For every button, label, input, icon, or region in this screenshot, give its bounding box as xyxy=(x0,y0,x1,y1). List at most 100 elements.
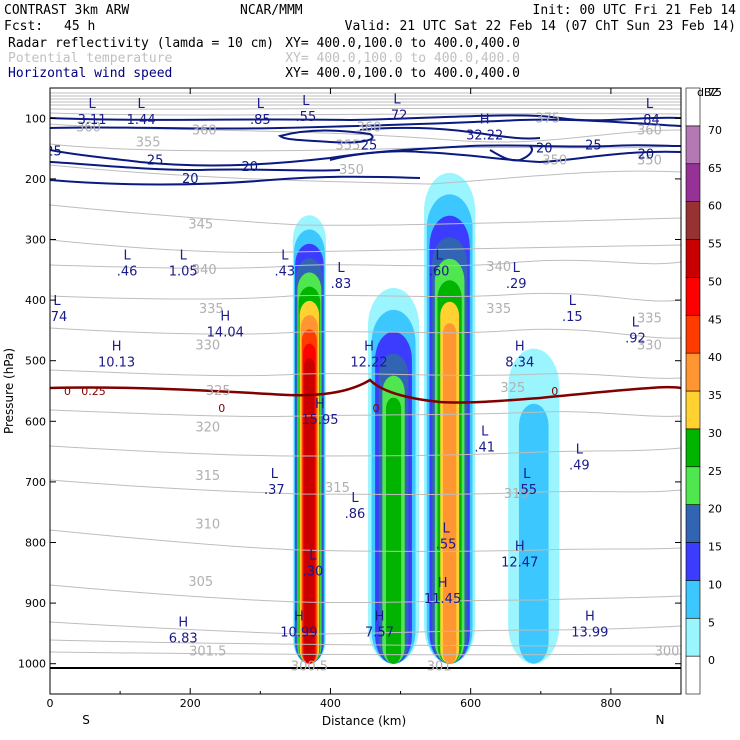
wind-contour-label: 25 xyxy=(147,154,164,169)
y-tick-label: 500 xyxy=(25,355,46,368)
extremum-value: 32.22 xyxy=(466,128,503,143)
extremum-type: L xyxy=(337,261,345,276)
extremum-value: 1.05 xyxy=(169,265,198,280)
extremum-type: L xyxy=(576,443,584,458)
zero-contour-label: 0 xyxy=(551,385,558,398)
theta-contours xyxy=(50,92,681,656)
reflectivity-band xyxy=(304,357,315,664)
extremum-type: L xyxy=(257,97,265,112)
extremum-type: L xyxy=(88,97,96,112)
y-tick-label: 600 xyxy=(25,415,46,428)
extremum-type: L xyxy=(53,294,61,309)
extremum-type: L xyxy=(523,467,531,482)
colorbar-swatch xyxy=(685,314,701,354)
axes: 0 200 400 600 800100200300400500600700800900… xyxy=(18,88,681,710)
theta-line xyxy=(50,327,681,339)
theta-line xyxy=(50,107,681,110)
extremum-value: .74 xyxy=(47,310,68,325)
zero-contour-label: 0.25 xyxy=(81,385,106,398)
theta-contour-label: 335 xyxy=(199,302,224,317)
colorbar-level-label: 65 xyxy=(708,162,722,175)
wind-contour-line xyxy=(419,150,681,164)
colorbar-swatch xyxy=(685,87,701,127)
theta-contour-label: 350 xyxy=(339,163,364,178)
extremum-value: .83 xyxy=(331,277,352,292)
field-name-wind: Horizontal wind speed xyxy=(8,66,172,81)
extremum-value: .29 xyxy=(506,277,527,292)
x-tick-label: 0 xyxy=(47,697,54,710)
field-xy-theta: XY= 400.0,100.0 to 400.0,400.0 xyxy=(285,51,520,66)
colorbar-swatch xyxy=(685,504,701,543)
zero-labels: 0 0.25 0 0 0 xyxy=(64,385,558,415)
extremum-type: H xyxy=(585,609,595,624)
reflectivity-band xyxy=(518,403,549,664)
extremum-type: H xyxy=(364,340,374,355)
extremum-type: L xyxy=(646,97,654,112)
colorbar-level-label: 0 xyxy=(708,654,715,667)
zero-contour-label: 0 xyxy=(64,385,71,398)
theta-contour-label: 345 xyxy=(188,217,213,232)
x-tick-label: 600 xyxy=(460,697,481,710)
header: CONTRAST 3km ARW NCAR/MMM Init: 00 UTC F… xyxy=(4,3,736,81)
extremum-type: H xyxy=(315,397,325,412)
y-tick-label: 300 xyxy=(25,234,46,247)
theta-line xyxy=(50,239,681,253)
theta-contour-label: 305 xyxy=(188,575,213,590)
extremum-value: .72 xyxy=(387,108,408,123)
y-axis-label: Pressure (hPa) xyxy=(2,348,16,434)
extremum-value: .55 xyxy=(516,483,537,498)
extremum-value: .55 xyxy=(436,537,457,552)
colorbar-swatch xyxy=(685,277,701,316)
theta-line xyxy=(50,164,681,185)
extremum-type: L xyxy=(513,261,521,276)
theta-line xyxy=(50,584,681,604)
theta-contour-label: 330 xyxy=(195,339,220,354)
y-tick-label: 100 xyxy=(25,112,46,125)
theta-line xyxy=(50,445,681,457)
model-title: CONTRAST 3km ARW xyxy=(4,3,129,18)
extremum-value: 10.13 xyxy=(98,356,135,371)
extremum-value: 12.47 xyxy=(501,556,538,571)
theta-line xyxy=(50,369,681,379)
colorbar-swatch xyxy=(685,201,701,240)
colorbar-level-label: 10 xyxy=(708,578,722,591)
x-tick-label: 800 xyxy=(600,697,621,710)
wind-contours xyxy=(50,114,681,186)
colorbar-level-label: 50 xyxy=(708,275,722,288)
wind-contour-label: 20 xyxy=(536,142,553,157)
colorbar-swatch xyxy=(685,655,701,695)
x-end-label-right: N xyxy=(656,713,665,727)
extrema-labels: L3.11L1.44L.85L.55L.72L.84H32.22L.46L1.0… xyxy=(47,92,660,646)
theta-contour-label: 350 xyxy=(637,154,662,169)
reflectivity-shading xyxy=(292,172,560,664)
theta-contour-label: 300.5 xyxy=(291,660,328,675)
colorbar-swatch xyxy=(685,542,701,581)
extremum-value: 6.83 xyxy=(169,631,198,646)
field-name-theta: Potential temperature xyxy=(8,51,173,66)
theta-contour-label: 340 xyxy=(192,263,217,278)
colorbar-level-label: 20 xyxy=(708,503,722,516)
extremum-type: L xyxy=(351,491,359,506)
extremum-value: .92 xyxy=(625,331,646,346)
extremum-value: .85 xyxy=(250,113,271,128)
theta-contour-label: 335 xyxy=(486,302,511,317)
colorbar-swatch xyxy=(685,617,701,657)
extremum-value: 13.99 xyxy=(571,625,608,640)
extremum-type: H xyxy=(515,540,525,555)
theta-contour-label: 350 xyxy=(542,154,567,169)
colorbar-swatch xyxy=(685,390,701,430)
extremum-value: 8.34 xyxy=(505,356,534,371)
theta-contour-label: 301.5 xyxy=(189,645,226,660)
theta-line xyxy=(50,112,681,116)
extremum-type: L xyxy=(393,92,401,107)
y-tick-label: 200 xyxy=(25,173,46,186)
colorbar-swatch xyxy=(685,580,701,619)
extremum-type: H xyxy=(438,576,448,591)
colorbar-swatch xyxy=(685,466,701,505)
x-end-label-left: S xyxy=(82,713,90,727)
extremum-value: .60 xyxy=(429,265,450,280)
theta-labels: 360 360 355 355 360 375 360 350 350 350 345 340 340 3… xyxy=(76,111,679,674)
extremum-type: H xyxy=(112,340,122,355)
extremum-value: 1.44 xyxy=(127,113,156,128)
colorbar-unit: dBZ xyxy=(697,86,720,99)
